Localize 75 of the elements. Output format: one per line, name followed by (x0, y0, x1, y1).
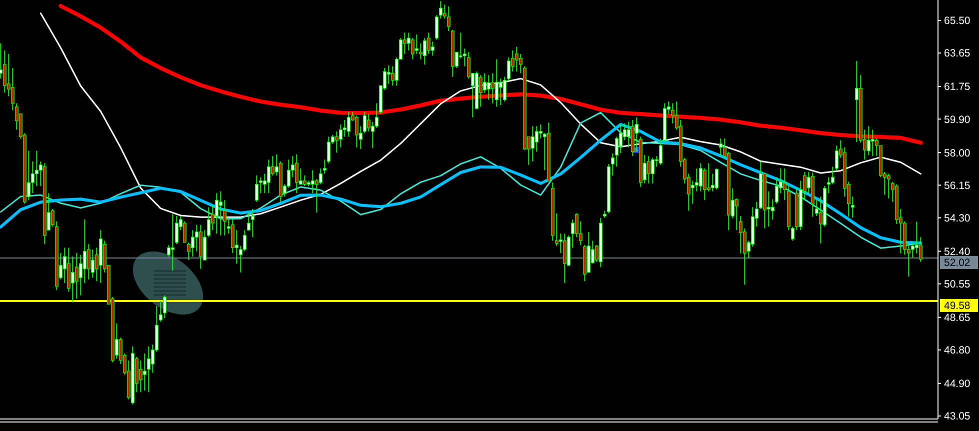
candlestick (706, 162, 710, 192)
candlestick (386, 64, 390, 84)
candlestick (494, 58, 498, 108)
candlestick (34, 150, 38, 187)
candlestick (294, 154, 298, 194)
candlestick (310, 170, 314, 194)
candlestick (562, 233, 566, 284)
candlestick (374, 102, 378, 128)
candlestick (2, 50, 6, 94)
candlestick (338, 124, 342, 148)
candlestick (254, 174, 258, 202)
candlestick (734, 198, 738, 231)
candlestick (146, 346, 150, 393)
candlestick (346, 112, 350, 138)
candlestick (718, 138, 722, 157)
candlestick (410, 38, 414, 60)
candlestick (886, 173, 890, 199)
candlestick (222, 200, 226, 236)
y-tick-label: 44.90 (944, 378, 970, 390)
candlestick (430, 41, 434, 56)
candlestick (866, 126, 870, 156)
y-tick-label: 52.40 (944, 246, 970, 258)
y-tick-label: 61.75 (944, 81, 970, 94)
candlestick (490, 72, 494, 104)
candlestick (650, 157, 654, 184)
candlestick (646, 156, 650, 184)
candlestick (854, 60, 858, 143)
candlestick (242, 230, 246, 252)
y-tick-label: 50.55 (944, 278, 970, 291)
candlestick (318, 168, 322, 185)
candlestick (918, 236, 922, 262)
candlestick (446, 6, 450, 32)
candlestick (626, 121, 630, 148)
candlestick (710, 173, 714, 192)
candlestick (74, 252, 78, 300)
candlestick (478, 74, 482, 108)
ref-line-label: 52.02 (944, 257, 970, 270)
candlestick (770, 198, 774, 220)
candlestick (426, 32, 430, 54)
y-tick-label: 63.65 (944, 48, 970, 60)
y-tick-label: 56.15 (944, 180, 970, 192)
y-tick-label: 43.05 (944, 410, 970, 423)
y-tick-label: 46.80 (944, 344, 970, 357)
candlestick (714, 168, 718, 190)
candlestick (10, 68, 14, 111)
candlestick (618, 124, 622, 154)
candlestick (530, 126, 534, 162)
candlestick (70, 256, 74, 303)
candlestick (518, 53, 522, 74)
candlestick (82, 219, 86, 284)
candlestick (302, 174, 306, 187)
candlestick (486, 74, 490, 100)
y-tick-label: 48.65 (944, 312, 970, 324)
candlestick (870, 129, 874, 157)
candlestick (162, 294, 166, 319)
candlestick (658, 138, 662, 166)
candlestick (534, 126, 538, 152)
candlestick (830, 166, 834, 185)
y-tick-label: 58.00 (944, 147, 970, 160)
candlestick (514, 46, 518, 72)
ref-line-label: 49.58 (944, 300, 970, 312)
y-tick-label: 59.90 (944, 114, 970, 126)
candlestick (362, 112, 366, 134)
candlestick (342, 119, 346, 138)
candlestick (322, 159, 326, 174)
candlestick (418, 42, 422, 60)
candlestick (90, 248, 94, 278)
y-tick-label: 65.50 (944, 15, 970, 28)
y-tick-label: 54.30 (944, 212, 970, 224)
candlestick (326, 136, 330, 164)
candlestick (266, 159, 270, 194)
candlestick (498, 78, 502, 106)
candlestick (86, 244, 90, 280)
candlestick (694, 168, 698, 192)
candlestick (202, 230, 206, 261)
